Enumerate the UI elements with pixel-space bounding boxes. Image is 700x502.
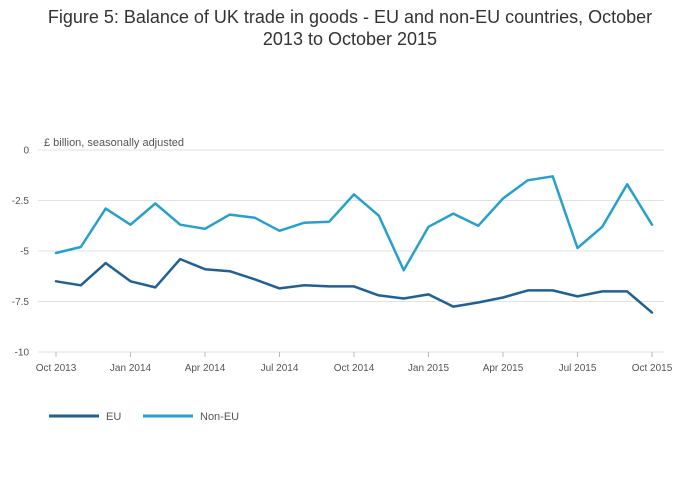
chart-title-line1: Figure 5: Balance of UK trade in goods -…: [47, 7, 653, 27]
legend: EU Non-EU: [49, 411, 239, 423]
x-tick-label: Apr 2015: [483, 363, 524, 374]
x-tick-label: Jan 2014: [110, 363, 152, 374]
x-tick-label: Oct 2013: [36, 363, 77, 374]
chart-title: Figure 5: Balance of UK trade in goods -…: [0, 6, 700, 50]
y-tick-label: -5: [20, 247, 29, 258]
y-axis-label: £ billion, seasonally adjusted: [44, 137, 184, 149]
series-lines: [54, 175, 654, 314]
x-tick-label: Oct 2014: [334, 363, 375, 374]
grid-lines: [38, 149, 664, 353]
y-tick-label: -7.5: [12, 297, 30, 308]
y-tick-label: -10: [15, 348, 30, 359]
x-tick-label: Jul 2014: [261, 363, 299, 374]
y-axis-ticks: 0 -2.5 -5 -7.5 -10: [12, 146, 30, 359]
x-tick-label: Apr 2014: [185, 363, 226, 374]
legend-label-non-eu: Non-EU: [200, 411, 239, 423]
x-axis-ticks: Oct 2013 Jan 2014 Apr 2014 Jul 2014 Oct 2014…: [36, 352, 673, 374]
series-line-eu: [54, 257, 654, 314]
chart-title-line2: 2013 to October 2015: [262, 29, 438, 49]
x-tick-label: Jan 2015: [408, 363, 450, 374]
x-tick-label: Jul 2015: [559, 363, 597, 374]
x-tick-label: Oct 2015: [632, 363, 673, 374]
legend-label-eu: EU: [106, 411, 121, 423]
y-tick-label: 0: [23, 146, 29, 157]
series-line-non-eu: [54, 175, 654, 272]
y-tick-label: -2.5: [12, 196, 30, 207]
